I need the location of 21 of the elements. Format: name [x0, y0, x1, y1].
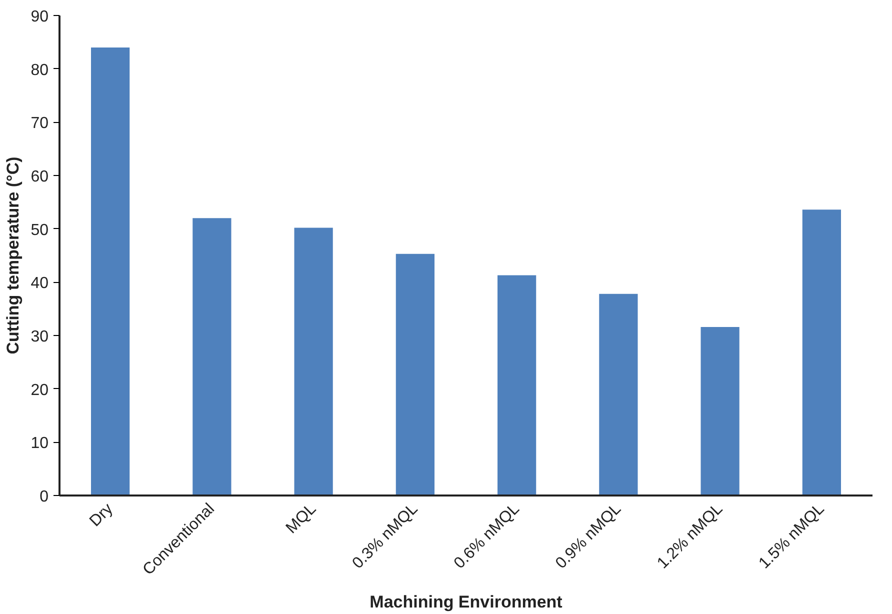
y-tick-label: 90: [30, 8, 49, 26]
y-tick-label: 20: [30, 382, 49, 399]
bar: [192, 218, 232, 496]
y-axis-title: Cutting temperature (°C): [4, 156, 23, 354]
y-tick-label: 30: [30, 328, 49, 346]
x-axis-title: Machining Environment: [370, 592, 563, 612]
bar: [700, 326, 740, 496]
y-tick-label: 0: [40, 488, 49, 506]
y-tick-label: 60: [30, 168, 49, 186]
bar: [396, 254, 434, 496]
bar: [599, 294, 638, 496]
x-tick-label: Dry: [86, 500, 116, 530]
bar: [91, 48, 130, 496]
y-tick-label: 40: [30, 275, 49, 292]
y-tick-label: 10: [30, 435, 49, 452]
y-tick-label: 50: [30, 222, 49, 239]
bar: [294, 228, 333, 496]
y-tick-label: 80: [30, 62, 49, 79]
y-tick-label: 70: [30, 115, 49, 132]
bar: [802, 210, 841, 496]
bar: [498, 275, 536, 496]
